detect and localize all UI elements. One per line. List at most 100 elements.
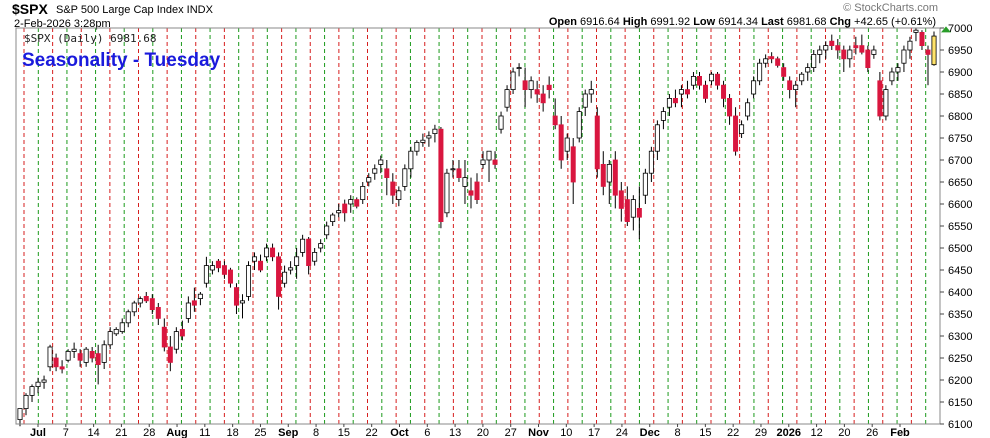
candle-body [600, 163, 606, 187]
y-tick-label: 6850 [948, 89, 972, 101]
candle-body [835, 45, 841, 51]
x-tick-label: 25 [254, 427, 266, 438]
candle [23, 393, 29, 416]
candle [390, 173, 396, 204]
chart-title: Seasonality - Tuesday [22, 50, 221, 71]
candle-body [179, 328, 185, 337]
x-tick-label: Nov [528, 427, 550, 438]
candle-body [684, 89, 690, 95]
candle-body [570, 146, 576, 183]
y-tick-label: 6700 [948, 155, 972, 167]
candle [594, 107, 600, 178]
candle [179, 320, 185, 341]
candle [606, 160, 612, 204]
candle-body [709, 73, 715, 82]
candle-body [504, 89, 510, 108]
candle [871, 45, 877, 59]
candle-body [510, 71, 516, 91]
candle-body [666, 98, 672, 108]
candle-body [77, 353, 83, 361]
y-tick-label: 6200 [948, 375, 972, 387]
candle [149, 294, 155, 314]
candle-body [270, 247, 276, 258]
candle-body [919, 32, 925, 47]
candle [895, 63, 901, 81]
candle-body [83, 348, 89, 363]
candle-body [324, 225, 330, 236]
candle [805, 63, 811, 81]
x-tick-label: 29 [755, 427, 767, 438]
open-label: Open [548, 16, 577, 28]
candle [817, 45, 823, 64]
candle [739, 120, 745, 138]
candle-body [185, 302, 191, 319]
candle [612, 151, 618, 209]
x-tick-label: 28 [143, 427, 155, 438]
candle-body [354, 199, 360, 207]
candle [534, 80, 540, 103]
candle [600, 151, 606, 196]
candle [564, 133, 570, 160]
x-tick-label: 11 [199, 427, 210, 438]
candle [847, 45, 853, 68]
candle-body [853, 45, 859, 49]
candle-body [690, 76, 696, 86]
candle [522, 67, 528, 108]
candle-body [89, 350, 95, 359]
candle [330, 212, 336, 226]
candle [684, 80, 690, 99]
candle [889, 67, 895, 86]
candle [215, 259, 221, 273]
candle [690, 72, 696, 90]
candle [83, 347, 89, 367]
x-tick-label: 13 [449, 427, 461, 438]
candle [336, 204, 342, 218]
candle [901, 45, 907, 72]
candle [799, 72, 805, 86]
x-tick-label: 24 [616, 427, 628, 438]
candle [47, 344, 53, 372]
candle-body [763, 58, 769, 64]
candle-body [203, 265, 209, 284]
candle [775, 56, 781, 68]
candle-body [348, 199, 354, 205]
candle [510, 67, 516, 94]
candle-body [71, 348, 77, 352]
candle [185, 296, 191, 323]
candle [931, 31, 937, 66]
candle-body [456, 168, 462, 179]
y-tick-label: 6500 [948, 243, 972, 255]
candle-body [372, 168, 378, 174]
x-tick-label: 12 [810, 427, 822, 438]
candle [312, 248, 318, 266]
candle [155, 303, 161, 325]
candle-body [209, 265, 215, 271]
candle-body [300, 238, 306, 253]
candle [769, 52, 775, 64]
candle-body [119, 322, 125, 332]
candle-body [546, 84, 552, 90]
candle-body [522, 80, 528, 91]
candle [294, 248, 300, 279]
candle-body [53, 357, 59, 368]
x-tick-label: 15 [699, 427, 711, 438]
candle-body [787, 80, 793, 91]
candle-body [630, 199, 636, 218]
candle-body [149, 298, 155, 311]
y-tick-label: 6250 [948, 353, 972, 365]
candle [95, 344, 101, 385]
candle [666, 94, 672, 116]
candle-body [642, 172, 648, 196]
candle [636, 186, 642, 240]
candle-body [829, 40, 835, 47]
x-tick-label: 22 [727, 427, 739, 438]
plot-frame [15, 27, 941, 425]
candle-body [113, 328, 119, 335]
candle-body [913, 29, 919, 33]
candle-body [143, 295, 149, 302]
candle [221, 261, 227, 279]
candle [444, 168, 450, 218]
x-tick-label: 27 [505, 427, 517, 438]
candle-body [576, 111, 582, 139]
